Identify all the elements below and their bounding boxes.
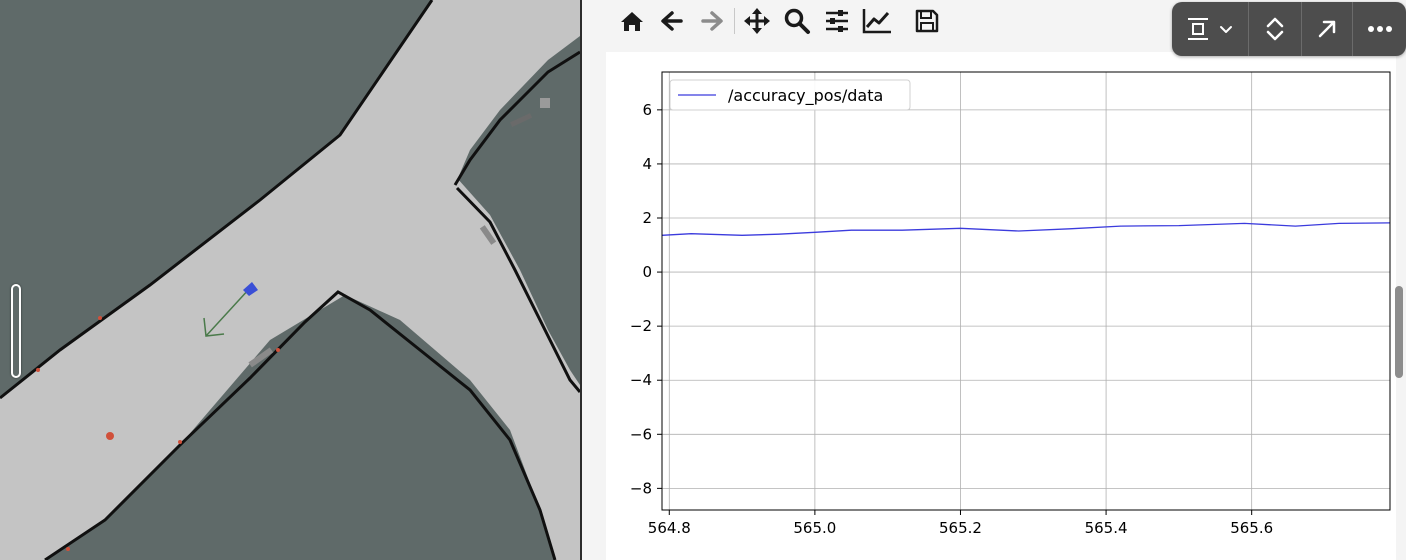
expand-collapse-button[interactable] xyxy=(1249,2,1301,56)
plot-pane: 564.8 565.0 565.2 565.4 565.6 −8 −6 −4 −2 0 2 4 6 /a… xyxy=(582,0,1406,560)
series-layer xyxy=(661,222,1391,236)
grid xyxy=(662,72,1390,510)
open-external-button[interactable] xyxy=(1302,2,1352,56)
layout-icon xyxy=(1188,18,1208,40)
pane-divider[interactable] xyxy=(580,0,582,560)
x-tick-label: 565.0 xyxy=(793,519,836,537)
subplots-config-icon[interactable] xyxy=(817,3,857,39)
x-tick-label: 565.6 xyxy=(1230,519,1273,537)
laser-point xyxy=(106,432,114,440)
tick-layer: 564.8 565.0 565.2 565.4 565.6 −8 −6 −4 −2 0 2 4 6 xyxy=(630,101,1273,537)
map-wall xyxy=(44,290,557,560)
y-tick-label: 4 xyxy=(642,155,652,173)
expand-collapse-icon xyxy=(1266,17,1284,41)
map-branch xyxy=(345,178,580,560)
pose-arrow xyxy=(205,287,251,337)
laser-point xyxy=(36,368,40,372)
map-corridor xyxy=(0,0,580,560)
legend-label: /accuracy_pos/data xyxy=(728,86,883,106)
more-button[interactable] xyxy=(1353,2,1406,56)
save-icon[interactable] xyxy=(907,3,947,39)
legend: /accuracy_pos/data xyxy=(669,79,911,111)
y-tick-label: −6 xyxy=(630,425,652,443)
scroll-handle[interactable] xyxy=(11,284,21,378)
legend-box xyxy=(669,79,911,111)
laser-point xyxy=(178,440,182,444)
robot-marker xyxy=(243,282,258,296)
edit-axis-icon[interactable] xyxy=(857,3,897,39)
map-obstacle xyxy=(479,225,497,245)
y-tick-label: 0 xyxy=(642,263,652,281)
toolbar-separator xyxy=(734,8,735,34)
laser-point xyxy=(66,547,70,551)
more-icon xyxy=(1367,26,1392,32)
open-external-icon xyxy=(1318,20,1336,38)
occupancy-map xyxy=(0,0,580,560)
map-obstacle xyxy=(540,98,550,108)
axes-frame xyxy=(661,71,1391,511)
toolbar-separator xyxy=(1248,2,1249,56)
x-tick-label: 565.4 xyxy=(1085,519,1128,537)
series-line xyxy=(661,222,1391,236)
home-icon[interactable] xyxy=(612,3,652,39)
floating-toolbar xyxy=(1172,2,1406,56)
laser-point xyxy=(98,316,102,320)
y-tick-label: −4 xyxy=(630,371,652,389)
map-wall xyxy=(453,50,580,186)
map-obstacle xyxy=(510,113,533,127)
map-obstacle xyxy=(248,347,274,368)
zoom-icon[interactable] xyxy=(777,3,817,39)
toolbar-separator xyxy=(1301,2,1302,56)
forward-arrow-icon[interactable] xyxy=(692,3,732,39)
figure-canvas[interactable]: 564.8 565.0 565.2 565.4 565.6 −8 −6 −4 −2 0 2 4 6 /a… xyxy=(606,52,1396,560)
line-chart: 564.8 565.0 565.2 565.4 565.6 −8 −6 −4 −2 0 2 4 6 /a… xyxy=(630,71,1391,537)
map-view[interactable] xyxy=(0,0,580,560)
pose-arrow-head xyxy=(203,317,225,337)
plot-toolbar xyxy=(612,2,947,40)
laser-point xyxy=(276,348,280,352)
map-wall xyxy=(0,0,434,400)
map-wall xyxy=(455,186,580,393)
chevron-down-icon xyxy=(1220,26,1232,33)
toolbar-separator xyxy=(1352,2,1353,56)
back-arrow-icon[interactable] xyxy=(652,3,692,39)
y-tick-label: 6 xyxy=(642,101,652,119)
layout-dropdown-button[interactable] xyxy=(1172,2,1248,56)
y-tick-label: −8 xyxy=(630,479,652,497)
pan-icon[interactable] xyxy=(737,3,777,39)
x-tick-label: 565.2 xyxy=(939,519,982,537)
y-tick-label: 2 xyxy=(642,209,652,227)
scrollbar-thumb[interactable] xyxy=(1395,286,1403,378)
x-tick-label: 564.8 xyxy=(648,519,691,537)
y-tick-label: −2 xyxy=(630,317,652,335)
